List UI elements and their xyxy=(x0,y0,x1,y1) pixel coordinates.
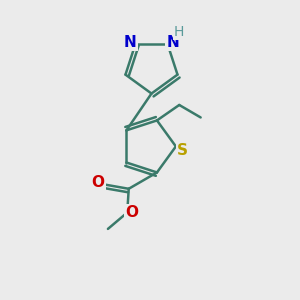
Text: H: H xyxy=(174,25,184,39)
Text: S: S xyxy=(177,142,188,158)
Text: N: N xyxy=(167,35,179,50)
Text: O: O xyxy=(125,205,138,220)
Text: O: O xyxy=(92,175,105,190)
Text: N: N xyxy=(124,35,136,50)
